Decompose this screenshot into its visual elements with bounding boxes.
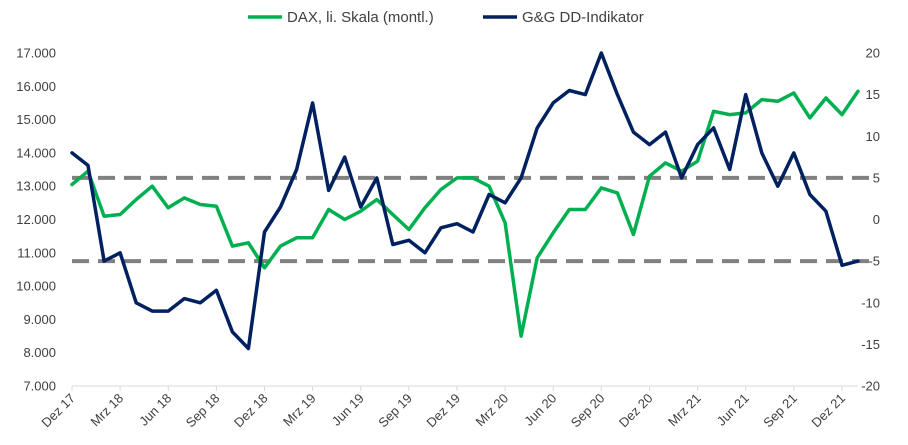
series-line-gg-dd-indikator bbox=[70, 51, 860, 351]
y-right-tick-label: -15 bbox=[861, 337, 880, 352]
x-tick-label: Dez 17 bbox=[38, 391, 78, 431]
y-right-tick-label: -5 bbox=[868, 254, 880, 269]
x-tick-label: Dez 18 bbox=[231, 391, 271, 431]
axes: 7.000 8.000 9.000 10.000 11.000 12.000 13.000 1… bbox=[16, 46, 880, 431]
x-tick-label: Sep 19 bbox=[375, 391, 415, 431]
x-tick-label: Sep 20 bbox=[568, 391, 608, 431]
y-left-tick-label: 13.000 bbox=[16, 179, 56, 194]
y-right-tick-label: 0 bbox=[873, 212, 880, 227]
y-left-tick-label: 9.000 bbox=[23, 312, 56, 327]
y-left-tick-label: 12.000 bbox=[16, 212, 56, 227]
x-tick-label: Dez 21 bbox=[808, 391, 848, 431]
y-left-tick-label: 11.000 bbox=[17, 245, 56, 260]
legend-label-gg: G&G DD-Indikator bbox=[522, 9, 644, 26]
x-tick-label: Sep 18 bbox=[183, 391, 223, 431]
y-left-tick-label: 15.000 bbox=[16, 112, 56, 127]
x-tick-label: Jun 20 bbox=[521, 391, 559, 429]
y-left-tick-label: 17.000 bbox=[16, 46, 56, 61]
x-tick-label: Jun 18 bbox=[136, 391, 174, 429]
reference-lines bbox=[72, 175, 870, 264]
y-right-tick-label: 10 bbox=[866, 129, 880, 144]
x-tick-label: Sep 21 bbox=[760, 391, 800, 431]
x-tick-label: Dez 20 bbox=[616, 391, 656, 431]
legend: DAX, li. Skala (montl.) G&G DD-Indikator bbox=[248, 9, 644, 26]
series-line-dax bbox=[70, 89, 860, 338]
y-right-tick-label: -20 bbox=[861, 379, 880, 394]
y-left-tick-label: 16.000 bbox=[16, 79, 56, 94]
y-left-tick-label: 10.000 bbox=[16, 279, 56, 294]
x-tick-label: Jun 21 bbox=[714, 391, 752, 429]
y-right-tick-label: 5 bbox=[873, 170, 880, 185]
y-left-tick-label: 8.000 bbox=[23, 345, 56, 360]
y-right-tick-label: -10 bbox=[861, 295, 880, 310]
x-tick-label: Jun 19 bbox=[329, 391, 367, 429]
y-right-tick-label: 20 bbox=[866, 46, 880, 61]
legend-label-dax: DAX, li. Skala (montl.) bbox=[287, 9, 434, 26]
x-tick-label: Dez 19 bbox=[423, 391, 463, 431]
x-tick-label: Mrz 19 bbox=[280, 391, 319, 430]
series-layer bbox=[70, 51, 860, 351]
x-tick-label: Mrz 21 bbox=[665, 391, 704, 430]
x-tick-label: Mrz 18 bbox=[88, 391, 127, 430]
y-left-tick-label: 7.000 bbox=[23, 379, 56, 394]
x-tick-label: Mrz 20 bbox=[473, 391, 512, 430]
y-right-tick-label: 15 bbox=[866, 87, 880, 102]
y-left-tick-label: 14.000 bbox=[16, 145, 56, 160]
